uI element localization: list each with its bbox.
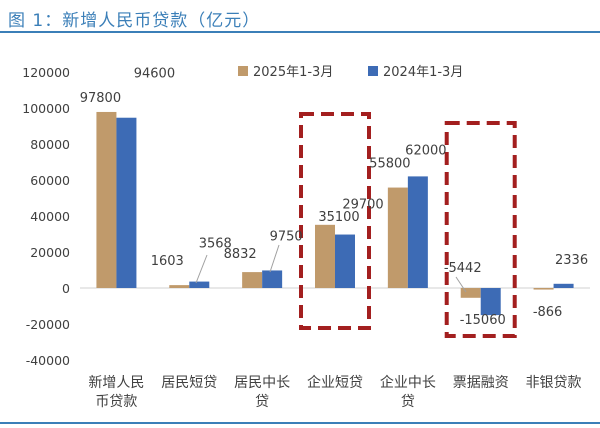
bar (189, 281, 210, 288)
y-tick-label: 20000 (30, 245, 70, 260)
legend-swatch (368, 66, 378, 76)
leader-line (195, 254, 208, 284)
y-tick-label: -20000 (26, 317, 70, 332)
data-label: 55800 (369, 157, 410, 172)
bar (533, 288, 554, 290)
x-tick-label: 居民中长 (234, 375, 290, 391)
x-tick-label: 非银贷款 (526, 375, 582, 391)
bar (169, 285, 190, 288)
bar (96, 111, 117, 289)
data-label: -866 (533, 305, 563, 320)
y-tick-label: 40000 (30, 209, 70, 224)
x-tick-label: 币贷款 (95, 394, 137, 410)
figure-title: 图 1：新增人民币贷款（亿元） (8, 11, 261, 31)
legend-label: 2025年1-3月 (253, 65, 333, 80)
data-label: 29700 (342, 198, 383, 213)
x-tick-label: 票据融资 (453, 375, 509, 391)
data-label: 3568 (199, 237, 232, 252)
data-label: 8832 (224, 247, 257, 262)
bar (262, 270, 283, 288)
bar (407, 176, 428, 288)
data-label: 94600 (134, 67, 175, 82)
leader-line (455, 276, 467, 293)
x-tick-label: 新增人民 (88, 375, 144, 391)
data-label: 1603 (151, 254, 184, 269)
x-tick-label: 企业中长 (380, 374, 436, 391)
y-tick-label: 0 (62, 281, 70, 296)
data-label: 2336 (555, 253, 588, 268)
x-tick-label: 贷 (255, 394, 269, 410)
title-divider (0, 31, 600, 33)
bar (242, 272, 263, 288)
leader-line (269, 244, 280, 273)
bottom-divider (0, 422, 600, 424)
bar (553, 283, 574, 288)
legend-swatch (238, 66, 248, 76)
y-tick-label: 100000 (22, 101, 70, 116)
bar (387, 187, 408, 288)
data-label: 35100 (318, 210, 359, 225)
x-tick-label: 贷 (401, 394, 415, 410)
data-label: -15060 (460, 313, 506, 328)
y-tick-label: 80000 (30, 137, 70, 152)
y-tick-label: 60000 (30, 173, 70, 188)
bar (116, 117, 137, 288)
legend-label: 2024年1-3月 (383, 65, 463, 80)
y-tick-label: -40000 (26, 353, 70, 368)
bar (315, 224, 335, 288)
x-tick-label: 居民短贷 (161, 375, 217, 391)
x-tick-label: 企业短贷 (307, 374, 363, 391)
data-label: 97800 (80, 91, 121, 106)
y-tick-label: 120000 (22, 65, 70, 80)
data-label: 62000 (405, 143, 446, 158)
bar (460, 288, 481, 298)
bar (480, 288, 501, 316)
data-label: 9750 (270, 229, 303, 244)
data-label: -5442 (444, 261, 482, 276)
bar (335, 234, 355, 288)
